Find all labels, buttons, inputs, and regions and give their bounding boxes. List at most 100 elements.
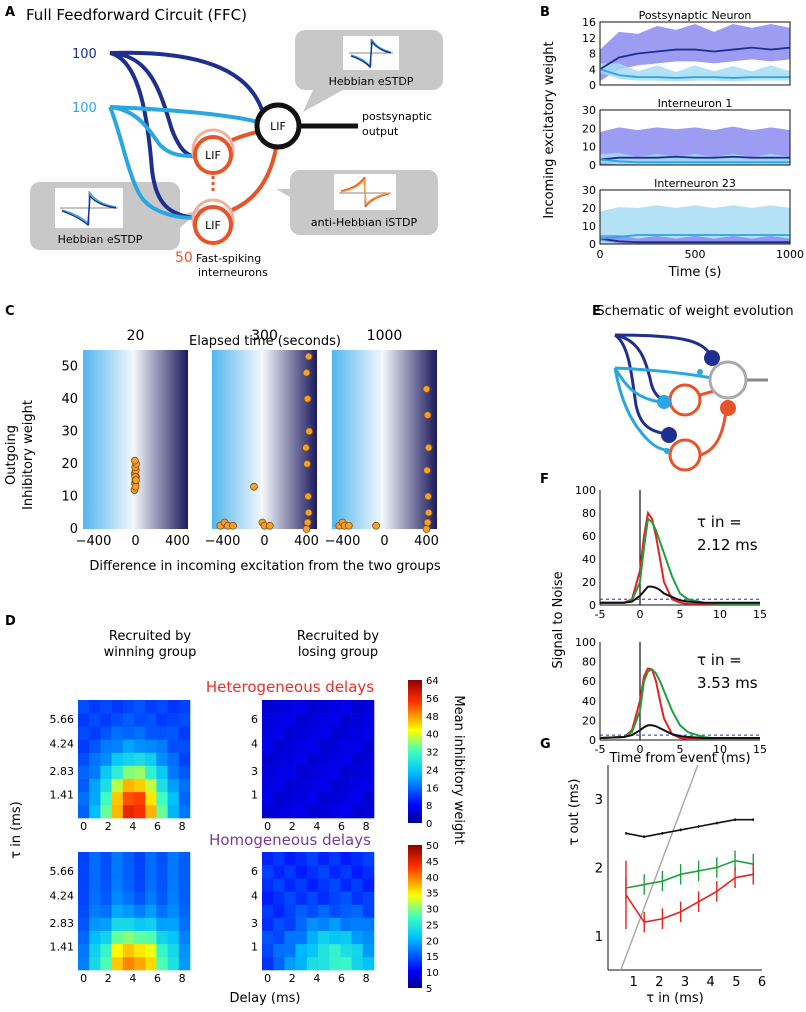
heatmap-cell	[89, 865, 101, 879]
heatmap-xtick: 4	[129, 820, 136, 833]
heatmap-cell	[306, 752, 319, 766]
heatmap-cell	[351, 713, 364, 727]
heatmap-cell	[145, 930, 157, 945]
xtick: 1	[630, 975, 638, 990]
panel-c-xlabel: Difference in incoming excitation from t…	[89, 559, 441, 574]
schematic-interneuron-2	[668, 438, 702, 472]
heatmap-xtick: 0	[80, 820, 87, 833]
heatmap-xtick: 6	[154, 972, 161, 985]
xtick: 400	[294, 534, 319, 549]
heatmap-cell	[78, 778, 90, 793]
heatmap-cell	[306, 891, 319, 905]
callout-left-label: Hebbian eSTDP	[58, 233, 143, 246]
panel-c-title: Elapsed time (seconds)	[189, 334, 341, 349]
ytick: 40	[582, 695, 596, 708]
heatmap-cell	[262, 865, 274, 879]
heatmap-cell	[100, 713, 112, 727]
heatmap-cell	[78, 739, 90, 753]
heatmap-cell	[178, 739, 191, 753]
heatmap-cell	[122, 804, 135, 819]
heatmap-cell	[362, 765, 375, 779]
heatmap-cell	[111, 930, 124, 945]
panel-b-ylabel: Incoming excitatory weight	[542, 41, 557, 218]
heatmap-cell	[78, 791, 90, 806]
heatmap-cell	[78, 865, 90, 879]
heatmap-cell	[284, 904, 296, 918]
homo-title: Homogeneous delays	[209, 831, 371, 849]
postsynaptic-neuron	[254, 102, 302, 150]
heatmap-cell	[329, 891, 341, 905]
heatmap-cell	[145, 891, 157, 905]
interneuron-label-1: Fast-spiking	[196, 252, 261, 265]
ytick: 0	[589, 238, 596, 251]
heatmap-cell	[145, 713, 157, 727]
heatmap-cell	[156, 852, 168, 866]
heatmap-cell	[178, 956, 191, 971]
heatmap-cell	[318, 726, 330, 740]
heatmap-cell	[340, 791, 352, 806]
heatmap-cell	[89, 917, 101, 931]
heatmap-ytick: 4	[251, 738, 258, 751]
heatmap-cell	[167, 891, 180, 905]
heatmap-cell	[351, 804, 364, 819]
heatmap-cell	[262, 752, 274, 766]
heatmap-cell	[111, 700, 124, 714]
heatmap-cell	[295, 852, 308, 866]
tau2-value: 3.53 ms	[697, 674, 758, 692]
heatmap-cell	[100, 891, 112, 905]
panel-e-title: Schematic of weight evolution	[596, 304, 793, 319]
xtick: 400	[414, 534, 439, 549]
heatmap-cell	[284, 804, 296, 819]
heatmap-cell	[284, 865, 296, 879]
heatmap-cell	[295, 778, 308, 793]
heatmap-cell	[329, 917, 341, 931]
heatmap-cell	[318, 778, 330, 793]
ytick: 0	[589, 599, 596, 612]
heatmap-cell	[262, 765, 274, 779]
heatmap-cell	[89, 956, 101, 971]
heatmap-cell	[362, 700, 375, 714]
heatmap-cell	[122, 865, 135, 879]
heatmap-cell	[122, 778, 135, 793]
ytick: 60	[582, 530, 596, 543]
panel-f-snr: Signal to Noise Time from event (ms) τ i…	[551, 484, 767, 766]
heatmap-cell	[318, 713, 330, 727]
heatmap-cell	[100, 956, 112, 971]
xtick: 400	[165, 534, 190, 549]
heatmap-cell	[111, 943, 124, 958]
heatmap-ytick: 5.66	[50, 713, 75, 726]
xtick: 0	[637, 608, 644, 621]
heatmap-cell	[273, 713, 285, 727]
xtick: 3	[681, 975, 689, 990]
heatmap-cell	[262, 726, 274, 740]
heatmap-cell	[306, 765, 319, 779]
snr-line-red	[599, 667, 760, 741]
scatter-point	[344, 521, 353, 530]
heatmap-cell	[78, 917, 90, 931]
heatmap-cell	[351, 956, 364, 971]
snr-line-black	[599, 724, 760, 740]
panel-f-ylabel: Signal to Noise	[551, 571, 566, 668]
scatter-point	[302, 443, 310, 452]
heatmap-cell	[329, 956, 341, 971]
cbar-label: Mean inhibitory weight	[451, 695, 466, 844]
ytick: 2	[595, 862, 603, 877]
heatmap-cell	[362, 943, 375, 958]
heatmap-cell	[273, 891, 285, 905]
snr-line-black	[600, 585, 760, 604]
heatmap-cell	[295, 904, 308, 918]
colorbar-tick: 0	[426, 819, 432, 830]
output-label-1: postsynaptic	[362, 110, 432, 123]
heatmap-cell	[262, 891, 274, 905]
xtick: 6	[758, 975, 766, 990]
colorbar-tick: 35	[426, 889, 439, 900]
heatmap-cell	[295, 865, 308, 879]
colorbar-tick: 15	[426, 952, 439, 963]
line-losing-group-mean	[599, 68, 790, 79]
heatmap-cell	[78, 930, 90, 945]
heatmap-cell	[178, 700, 191, 714]
heatmap-cell	[78, 904, 90, 918]
panel-d-xlabel: Delay (ms)	[230, 991, 301, 1006]
heatmap-cell	[134, 865, 146, 879]
panel-a-circuit: Full Feedforward Circuit (FFC) 100 100 H…	[26, 6, 443, 279]
